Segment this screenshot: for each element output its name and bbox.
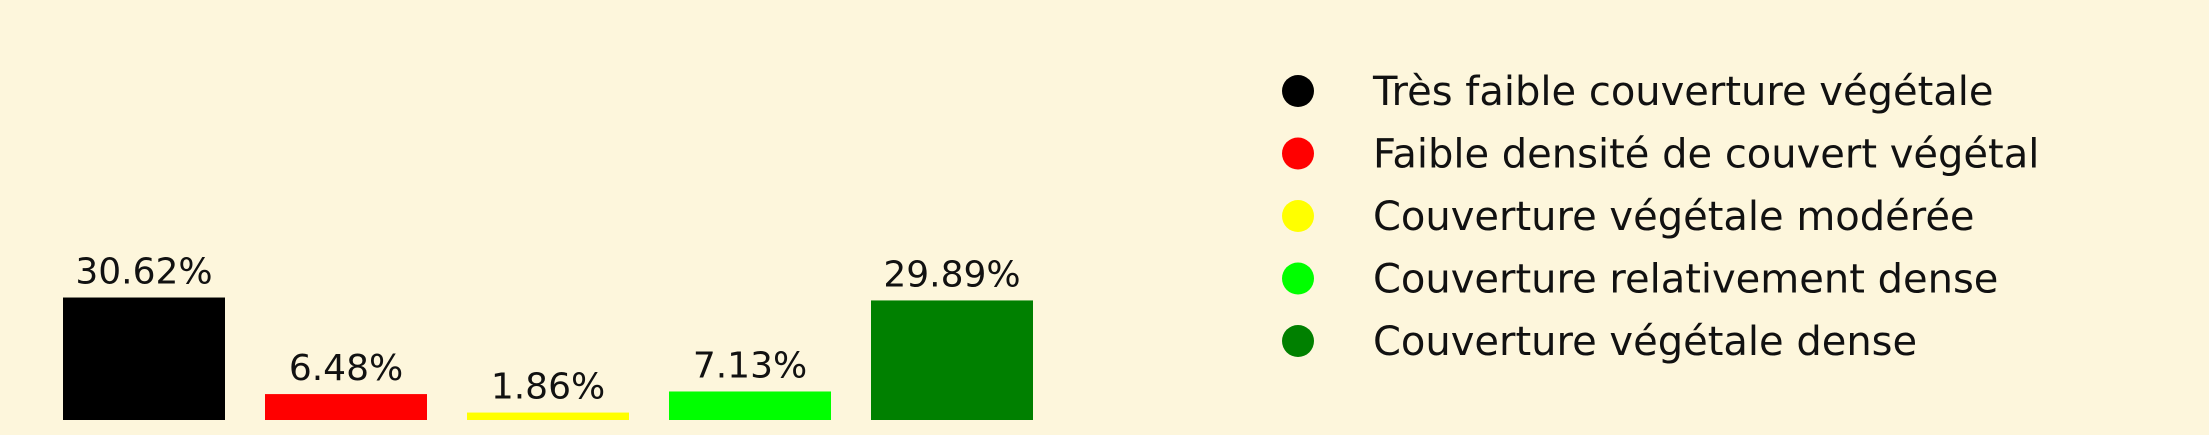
- legend-marker-1: [1282, 75, 1314, 107]
- bar-value-label: 6.48%: [289, 348, 403, 389]
- legend-marker-5: [1282, 325, 1314, 357]
- bar-value-label: 30.62%: [75, 252, 212, 293]
- legend-marker-2: [1282, 137, 1314, 170]
- bar-3: [467, 412, 629, 420]
- legend-entry-label: Faible densité de couvert végétal: [1373, 132, 2039, 178]
- bar-value-label: 29.89%: [883, 254, 1020, 295]
- legend-entry-label: Couverture relativement dense: [1373, 257, 1998, 303]
- bar-value-label: 1.86%: [491, 367, 605, 408]
- bar-4: [669, 391, 831, 420]
- bar-1: [63, 297, 225, 420]
- legend: Très faible couverture végétale Faible de…: [1282, 69, 2039, 365]
- bar-5: [871, 300, 1033, 420]
- legend-entry-label: Couverture végétale dense: [1373, 319, 1917, 365]
- legend-entry-label: Couverture végétale modérée: [1373, 194, 1975, 240]
- legend-marker-3: [1282, 200, 1314, 232]
- bar-2: [265, 394, 427, 420]
- legend-marker-4: [1282, 262, 1314, 295]
- bar-value-label: 7.13%: [693, 345, 807, 386]
- legend-entry-label: Très faible couverture végétale: [1372, 69, 1994, 115]
- bars-group: 30.62% 6.48% 1.86% 7.13% 29.89%: [63, 252, 1033, 420]
